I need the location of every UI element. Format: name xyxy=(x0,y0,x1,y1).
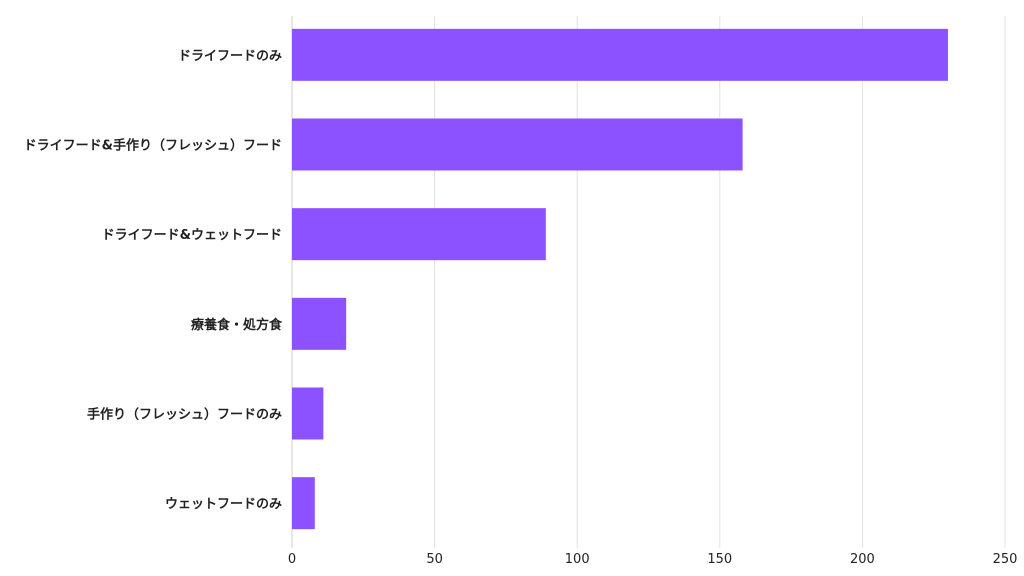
category-label: ドライフードのみ xyxy=(178,49,282,64)
x-tick-label: 100 xyxy=(565,552,590,567)
bar xyxy=(292,387,324,440)
gridlines xyxy=(291,16,1006,548)
x-tick-label: 150 xyxy=(707,552,732,567)
bar xyxy=(292,28,948,81)
category-labels: ドライフードのみドライフード&手作り（フレッシュ）フードドライフード&ウェットフ… xyxy=(24,49,283,512)
bar xyxy=(292,297,347,350)
x-tick-label: 200 xyxy=(850,552,875,567)
x-tick-label: 0 xyxy=(288,552,296,567)
bar xyxy=(292,208,546,261)
category-label: ドライフード&ウェットフード xyxy=(102,228,282,243)
x-tick-label: 250 xyxy=(993,552,1018,567)
x-tick-label: 50 xyxy=(426,552,443,567)
category-label: ドライフード&手作り（フレッシュ）フード xyxy=(24,138,282,154)
category-label: 手作り（フレッシュ）フードのみ xyxy=(87,407,282,423)
bar xyxy=(292,118,743,171)
category-label: 療養食・処方食 xyxy=(191,317,283,333)
bar xyxy=(292,477,315,530)
bars xyxy=(292,28,948,530)
category-label: ウェットフードのみ xyxy=(165,497,282,512)
x-tick-labels: 0 50 100 150 200 250 xyxy=(288,552,1018,567)
